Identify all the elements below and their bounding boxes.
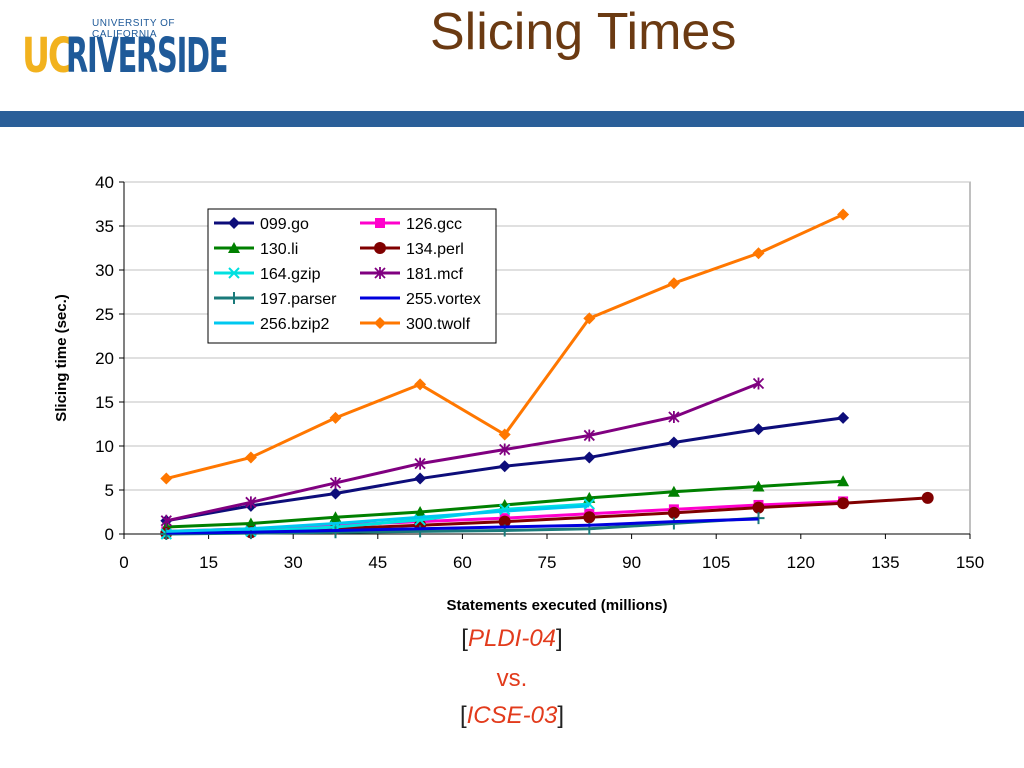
data-point-181-mcf — [160, 514, 172, 527]
data-point-300-twolf — [244, 451, 257, 464]
data-point-099-go — [752, 423, 765, 436]
logo-riverside-text: RIVERSIDE — [66, 28, 228, 84]
legend-marker-197-parser — [228, 292, 240, 304]
data-point-300-twolf — [329, 411, 342, 424]
data-point-130-li — [414, 506, 427, 517]
x-tick-label: 105 — [702, 553, 730, 572]
data-point-300-twolf — [583, 312, 596, 325]
data-point-300-twolf — [160, 472, 173, 485]
x-tick-label: 15 — [199, 553, 218, 572]
citation-second: [ICSE-03] — [0, 702, 1024, 730]
data-point-099-go — [667, 436, 680, 449]
data-point-134-perl — [921, 491, 934, 504]
x-tick-label: 75 — [538, 553, 557, 572]
data-point-130-li — [837, 475, 850, 487]
legend-label-126-gcc: 126.gcc — [406, 216, 462, 233]
header-band — [0, 111, 1024, 127]
data-point-130-li — [329, 511, 342, 523]
data-point-134-perl — [667, 506, 680, 519]
y-tick-label: 40 — [95, 173, 114, 192]
x-tick-label: 60 — [453, 553, 472, 572]
y-tick-label: 35 — [95, 217, 114, 236]
data-point-181-mcf — [499, 443, 511, 456]
legend-label-164-gzip: 164.gzip — [260, 266, 321, 283]
x-tick-label: 30 — [284, 553, 303, 572]
ucr-logo: UNIVERSITY OF CALIFORNIA UC RIVERSIDE — [22, 16, 232, 86]
legend-marker-099-go — [228, 217, 240, 229]
citation-vs: vs. — [496, 665, 528, 692]
series-line-256-bzip2 — [166, 504, 590, 533]
data-point-300-twolf — [752, 247, 765, 260]
legend-label-255-vortex: 255.vortex — [406, 291, 481, 308]
legend-marker-181-mcf — [374, 267, 386, 279]
y-tick-label: 10 — [95, 437, 114, 456]
legend-marker-130-li — [228, 242, 240, 253]
data-point-181-mcf — [752, 377, 765, 390]
data-point-134-perl — [498, 515, 511, 528]
data-point-099-go — [414, 472, 427, 485]
x-tick-label: 45 — [368, 553, 387, 572]
citation-close-bracket: ] — [556, 625, 563, 652]
data-point-181-mcf — [414, 457, 426, 470]
legend-label-181-mcf: 181.mcf — [406, 266, 463, 283]
data-point-197-parser — [667, 517, 680, 530]
data-point-130-li — [244, 517, 257, 529]
series-line-181-mcf — [165, 382, 760, 523]
data-point-099-go — [583, 451, 596, 464]
data-point-099-go — [329, 487, 342, 500]
slide-title: Slicing Times — [430, 3, 737, 61]
slicing-times-chart: 0 5 10 15 20 25 30 35 40 0 15 30 45 60 75 90 105 120 135 15… — [53, 173, 984, 614]
logo-uc-text: UC — [22, 28, 73, 84]
legend-box — [207, 208, 497, 344]
citation-close-bracket-2: ] — [557, 702, 565, 729]
series-line-255-vortex — [166, 517, 759, 535]
data-point-099-go — [837, 411, 850, 424]
y-tick-label: 15 — [95, 393, 114, 412]
y-tick-label: 30 — [95, 261, 114, 280]
x-tick-label: 90 — [622, 553, 641, 572]
data-point-181-mcf — [668, 410, 680, 423]
data-point-134-perl — [837, 497, 850, 510]
x-axis-label: Statements executed (millions) — [447, 597, 668, 614]
data-point-130-li — [667, 485, 680, 497]
data-point-181-mcf — [329, 476, 342, 489]
legend-label-099-go: 099.go — [260, 216, 309, 233]
data-point-181-mcf — [583, 429, 595, 442]
legend-label-300-twolf: 300.twolf — [406, 316, 471, 333]
legend-marker-126-gcc — [375, 218, 385, 228]
citation-open-bracket: [ — [461, 625, 468, 652]
citation-pldi: PLDI-04 — [467, 625, 557, 652]
legend-label-197-parser: 197.parser — [260, 291, 337, 308]
y-tick-label: 20 — [95, 349, 114, 368]
data-point-300-twolf — [498, 428, 511, 441]
data-point-134-perl — [752, 501, 765, 514]
y-tick-label: 25 — [95, 305, 114, 324]
data-point-099-go — [498, 460, 511, 473]
logo-university-text: UNIVERSITY OF CALIFORNIA — [92, 18, 175, 40]
data-point-300-twolf — [837, 208, 850, 221]
data-point-300-twolf — [414, 378, 427, 391]
citation-open-bracket-2: [ — [459, 702, 467, 729]
legend-label-130-li: 130.li — [260, 241, 298, 258]
x-tick-label: 135 — [871, 553, 899, 572]
data-point-300-twolf — [667, 277, 680, 290]
y-tick-label: 5 — [105, 481, 114, 500]
y-tick-label: 0 — [105, 525, 114, 544]
legend-label-256-bzip2: 256.bzip2 — [260, 316, 329, 333]
y-axis-label: Slicing time (sec.) — [53, 294, 70, 422]
x-tick-label: 0 — [119, 553, 128, 572]
data-point-130-li — [752, 480, 765, 492]
data-point-134-perl — [583, 511, 596, 524]
legend-marker-164-gzip — [228, 267, 240, 279]
x-tick-label: 120 — [787, 553, 815, 572]
legend-label-134-perl: 134.perl — [406, 241, 464, 258]
legend-marker-134-perl — [374, 242, 386, 254]
data-point-197-parser — [329, 526, 342, 539]
x-tick-label: 150 — [956, 553, 984, 572]
data-point-181-mcf — [245, 496, 257, 509]
legend-marker-300-twolf — [374, 317, 386, 329]
citation-first: [PLDI-04] — [0, 625, 1024, 653]
citation-icse: ICSE-03 — [466, 702, 558, 729]
